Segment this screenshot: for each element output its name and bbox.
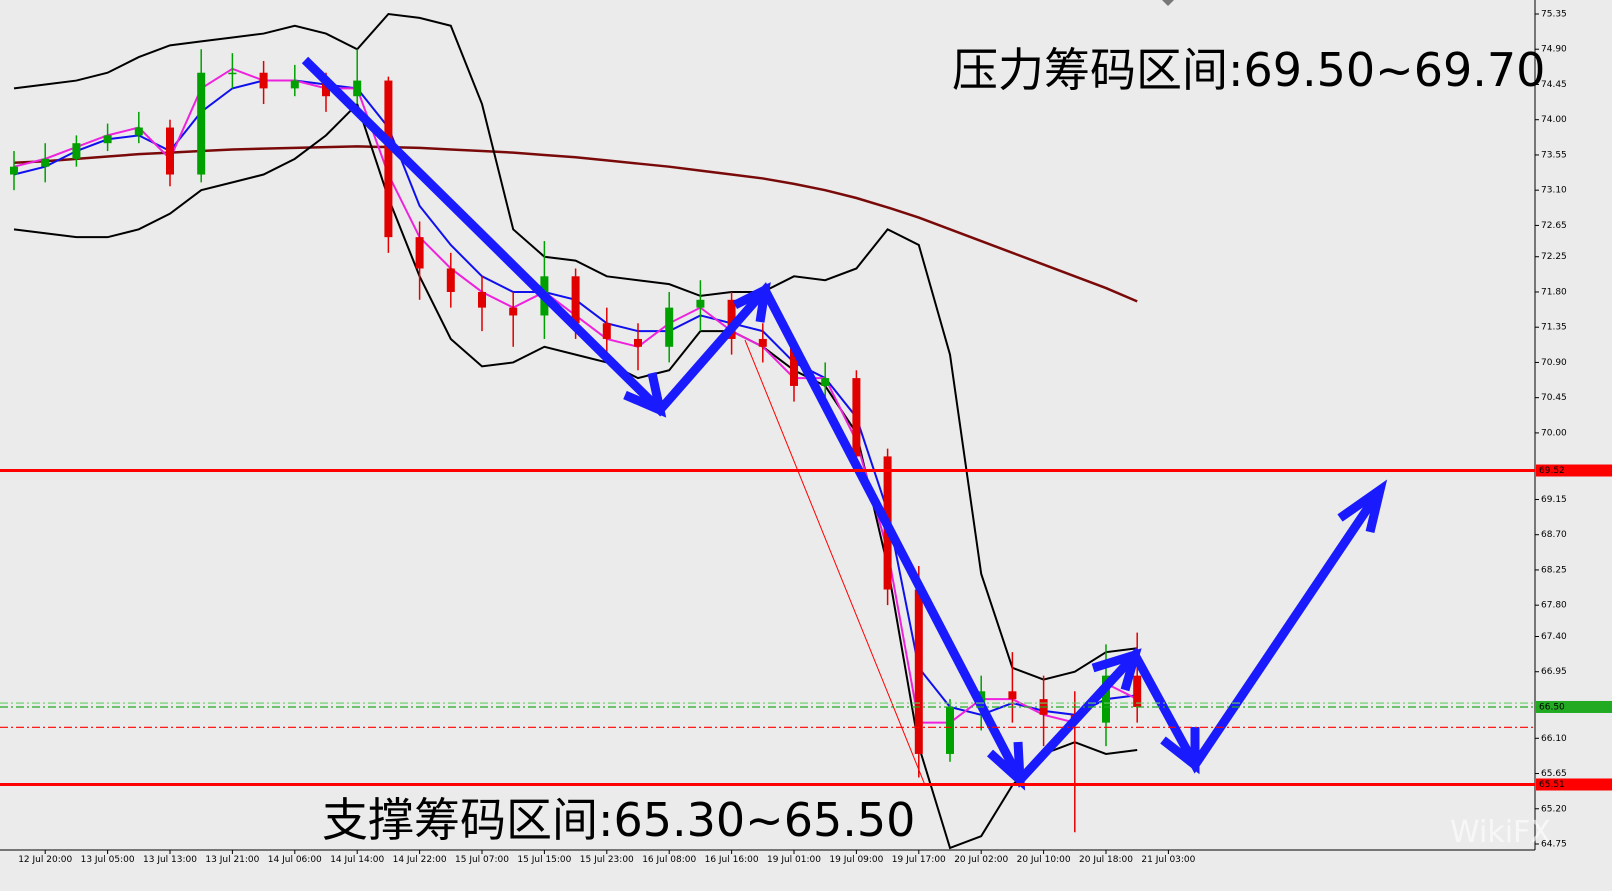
candle-body — [10, 166, 18, 175]
x-tick-label: 19 Jul 01:00 — [767, 855, 821, 865]
x-tick-label: 12 Jul 20:00 — [18, 855, 72, 865]
candle-body — [259, 72, 268, 89]
x-tick-label: 19 Jul 17:00 — [892, 855, 946, 865]
x-tick-label: 15 Jul 07:00 — [455, 855, 509, 865]
candle-body — [758, 338, 767, 347]
candle-body — [72, 143, 81, 159]
candle-body — [727, 299, 736, 339]
arrowhead — [1091, 648, 1142, 692]
arrowhead — [732, 282, 771, 323]
candle-body — [571, 276, 580, 324]
y-tick-label: 72.65 — [1541, 221, 1567, 231]
y-tick-label: 66.10 — [1541, 734, 1567, 744]
level-label: 65.51 — [1539, 780, 1565, 790]
y-tick-label: 67.80 — [1541, 601, 1567, 611]
candle-body — [166, 127, 174, 175]
y-tick-label: 66.95 — [1541, 667, 1567, 677]
candle-body — [197, 72, 206, 175]
x-tick-label: 13 Jul 21:00 — [205, 855, 259, 865]
scroll-marker — [1162, 0, 1174, 6]
y-tick-label: 75.35 — [1541, 10, 1567, 20]
y-tick-label: 70.00 — [1541, 428, 1567, 438]
arrowhead — [986, 741, 1026, 791]
x-tick-label: 19 Jul 09:00 — [829, 855, 883, 865]
y-tick-label: 65.20 — [1541, 804, 1567, 814]
arrowhead — [1337, 479, 1388, 534]
level-box — [1536, 464, 1612, 477]
candle-body — [41, 158, 50, 167]
candle-body — [1102, 675, 1110, 723]
y-tick-label: 68.25 — [1541, 565, 1567, 575]
watermark: WikiFX — [1450, 815, 1551, 850]
candle-body — [384, 80, 393, 238]
x-tick-label: 20 Jul 02:00 — [954, 855, 1008, 865]
x-tick-label: 15 Jul 23:00 — [580, 855, 634, 865]
x-tick-label: 14 Jul 14:00 — [330, 855, 384, 865]
indicator-line — [13, 12, 1138, 681]
y-tick-label: 74.45 — [1541, 80, 1567, 90]
candle-body — [103, 135, 112, 144]
x-tick-label: 21 Jul 03:00 — [1141, 855, 1195, 865]
y-tick-label: 71.35 — [1541, 323, 1567, 333]
arrowheads — [623, 282, 1388, 791]
x-tick-label: 20 Jul 10:00 — [1017, 855, 1071, 865]
resistance-annotation: 压力筹码区间:69.50~69.70 — [952, 43, 1545, 97]
candle-body — [821, 378, 830, 386]
level-box — [1536, 700, 1612, 713]
candle-body — [353, 80, 362, 97]
candle-body — [228, 72, 237, 75]
zigzag — [744, 339, 926, 786]
candle-body — [790, 346, 798, 386]
candle-body — [415, 237, 424, 269]
candle-body — [1133, 675, 1142, 707]
y-tick-label: 71.80 — [1541, 287, 1567, 297]
arrowhead — [623, 372, 667, 418]
arrowhead — [1160, 727, 1200, 775]
x-tick-label: 14 Jul 06:00 — [268, 855, 322, 865]
support-annotation: 支撑筹码区间:65.30~65.50 — [322, 793, 915, 847]
candle-body — [634, 338, 642, 347]
candle-body — [946, 706, 954, 754]
x-tick-label: 16 Jul 16:00 — [705, 855, 759, 865]
y-tick-label: 70.45 — [1541, 393, 1567, 403]
x-tick-label: 16 Jul 08:00 — [642, 855, 696, 865]
candle-body — [322, 80, 330, 97]
x-tick-label: 20 Jul 18:00 — [1079, 855, 1133, 865]
level-label: 66.50 — [1539, 702, 1565, 712]
indicator-line — [13, 102, 1138, 850]
y-tick-label: 74.90 — [1541, 45, 1567, 55]
candle-body — [478, 291, 486, 308]
candle-body — [852, 378, 861, 457]
candle-body — [290, 80, 299, 89]
y-tick-label: 67.40 — [1541, 632, 1567, 642]
level-label: 69.52 — [1539, 466, 1565, 476]
level-box — [1536, 778, 1612, 791]
candle-body — [602, 323, 611, 339]
y-tick-label: 70.90 — [1541, 358, 1567, 368]
x-tick-label: 13 Jul 13:00 — [143, 855, 197, 865]
candle-body — [446, 268, 455, 292]
y-tick-label: 74.00 — [1541, 115, 1567, 125]
y-tick-label: 64.75 — [1541, 840, 1567, 850]
x-tick-label: 14 Jul 22:00 — [393, 855, 447, 865]
candle-body — [914, 589, 923, 754]
y-tick-label: 72.25 — [1541, 252, 1567, 262]
x-tick-label: 13 Jul 05:00 — [81, 855, 135, 865]
candle-body — [1008, 691, 1017, 700]
y-tick-label: 73.10 — [1541, 186, 1567, 196]
x-tick-label: 15 Jul 15:00 — [517, 855, 571, 865]
candle-body — [696, 299, 705, 308]
y-tick-label: 68.70 — [1541, 530, 1567, 540]
y-tick-label: 73.55 — [1541, 150, 1567, 160]
candle-body — [509, 307, 518, 316]
candle-body — [134, 127, 143, 136]
y-tick-label: 65.65 — [1541, 769, 1567, 779]
candle-body — [665, 307, 674, 347]
y-tick-label: 69.15 — [1541, 495, 1567, 505]
